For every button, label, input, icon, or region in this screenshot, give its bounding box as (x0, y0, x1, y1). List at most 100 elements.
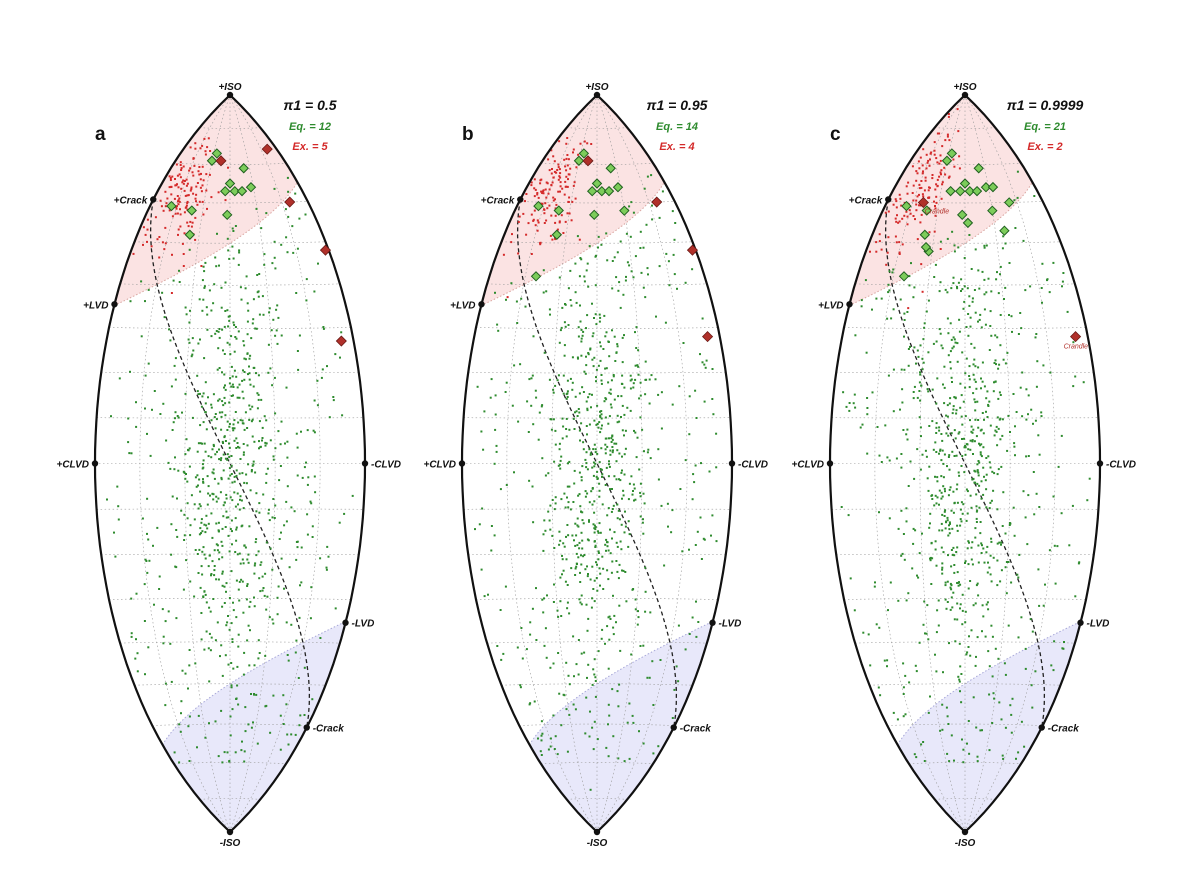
population-point (319, 637, 322, 639)
population-point (977, 419, 980, 421)
population-point (565, 708, 568, 711)
population-point (950, 734, 953, 737)
population-point (611, 260, 614, 262)
population-point (255, 492, 258, 495)
population-point (209, 494, 211, 497)
vertex-label-clvd_neg: -CLVD (1106, 460, 1136, 471)
population-point (918, 390, 921, 392)
equilibrium-event-marker (573, 155, 585, 166)
population-point (246, 558, 249, 561)
population-point (531, 485, 534, 488)
population-point (210, 309, 213, 312)
population-point (944, 490, 946, 493)
explosion-population-point (170, 185, 173, 188)
population-point (220, 478, 223, 481)
population-point (136, 652, 139, 655)
explosion-population-point (189, 167, 192, 170)
population-point (983, 278, 986, 281)
population-point (934, 475, 936, 478)
explosion-population-point (892, 203, 895, 206)
population-point (980, 542, 983, 545)
population-point (217, 521, 220, 524)
population-point (256, 274, 259, 276)
ex-count-label: Ex. = 4 (659, 141, 694, 153)
population-point (946, 465, 948, 468)
population-point (965, 519, 968, 522)
explosion-population-point (194, 147, 197, 150)
population-point (929, 522, 931, 525)
population-point (118, 377, 121, 380)
population-point (576, 563, 578, 565)
population-point (942, 485, 945, 488)
population-point (652, 752, 655, 755)
population-point (973, 469, 976, 472)
population-point (246, 352, 249, 355)
population-point (294, 192, 297, 195)
population-point (223, 325, 226, 328)
population-point (188, 321, 191, 324)
population-point (642, 742, 645, 745)
population-point (263, 253, 266, 256)
population-point (666, 502, 669, 505)
population-point (558, 341, 561, 344)
population-point (519, 363, 522, 366)
population-point (225, 582, 228, 585)
population-point (171, 495, 174, 498)
population-point (623, 453, 626, 456)
population-point (580, 258, 583, 261)
population-point (279, 748, 282, 751)
explosion-population-point (920, 180, 923, 182)
population-point (593, 531, 596, 534)
population-point (1054, 582, 1057, 585)
panel-label: a (95, 124, 106, 145)
population-point (263, 263, 266, 266)
population-point (590, 490, 593, 493)
population-point (606, 545, 609, 548)
population-point (887, 283, 890, 286)
population-point (853, 393, 856, 396)
population-point (140, 280, 143, 283)
population-point (1010, 581, 1013, 584)
grid-parallel (908, 762, 1022, 764)
population-point (286, 440, 289, 443)
population-point (242, 453, 245, 456)
population-point (301, 476, 304, 479)
population-point (945, 414, 948, 417)
population-point (919, 426, 922, 429)
population-point (715, 540, 718, 543)
explosion-population-point (898, 193, 901, 196)
population-point (620, 416, 622, 418)
equilibrium-event-marker (186, 205, 197, 216)
population-point (560, 326, 563, 329)
population-point (623, 334, 625, 337)
population-point (232, 386, 235, 388)
explosion-population-point (204, 153, 207, 156)
explosion-population-point (577, 153, 580, 156)
population-point (711, 368, 714, 370)
population-point (976, 400, 979, 403)
explosion-population-point (921, 290, 924, 293)
population-point (1019, 312, 1022, 314)
vertex-dot-lvd_pos (478, 301, 485, 308)
population-point (591, 358, 594, 361)
explosion-population-point (171, 253, 173, 256)
population-point (886, 317, 889, 320)
population-point (634, 608, 637, 611)
explosion-population-point (565, 157, 568, 160)
explosion-population-point (939, 159, 942, 162)
population-point (999, 314, 1002, 316)
population-point (621, 429, 624, 432)
population-point (218, 367, 221, 369)
population-point (985, 506, 988, 509)
population-point (306, 429, 309, 432)
population-point (969, 316, 972, 319)
population-point (968, 635, 970, 638)
population-point (230, 686, 233, 689)
explosion-population-point (190, 225, 193, 228)
population-point (252, 463, 255, 466)
population-point (247, 624, 250, 627)
population-point (966, 490, 969, 493)
population-point (987, 277, 990, 280)
population-point (110, 415, 112, 418)
explosion-population-point (558, 168, 561, 171)
